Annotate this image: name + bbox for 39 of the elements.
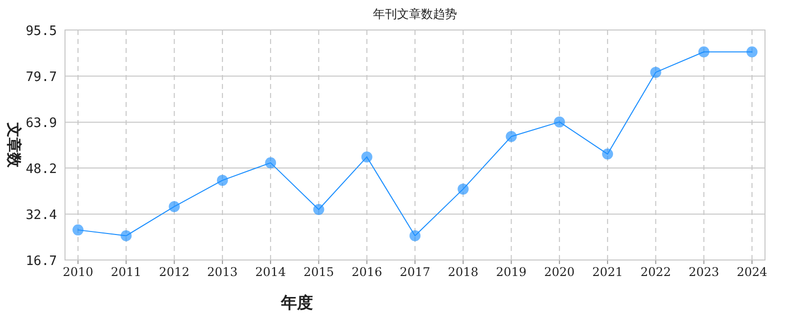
x-tick-label: 2023 [688,265,720,279]
point [650,66,662,78]
point [72,224,84,236]
x-tick-label: 2013 [207,265,238,279]
y-tick-label: 48.2 [26,162,57,178]
x-tick-label: 2010 [62,265,94,279]
point [168,201,180,212]
point [554,116,565,128]
chart-title: 年刊文章数趋势 [373,7,457,21]
point [265,157,276,168]
y-tick-label: 32.4 [26,208,58,224]
x-tick-label: 2019 [496,265,527,279]
point [602,148,614,160]
x-tick-label: 2024 [736,265,768,279]
x-axis-title: 年度 [280,293,313,312]
x-tick-label: 2017 [400,265,430,279]
x-tick-label: 2014 [255,265,286,279]
x-tick-label: 2020 [544,265,575,279]
point [506,131,517,142]
point [746,46,758,58]
point [458,184,469,195]
x-tick-label: 2018 [448,265,478,279]
point [361,151,372,162]
x-tick-label: 2011 [110,265,142,279]
x-tick-label: 2016 [352,265,382,279]
point [120,230,132,242]
x-tick-label: 2021 [592,265,623,279]
point [410,230,420,242]
point [313,204,324,216]
x-tick-label: 2022 [640,265,671,279]
y-tick-label: 16.7 [26,254,57,269]
y-axis-title: 文章数 [5,122,23,168]
point [216,174,228,186]
y-tick-label: 63.9 [26,116,57,132]
x-tick-label: 2015 [303,265,334,279]
x-tick-label: 2012 [159,265,190,279]
point [698,46,710,58]
y-tick-label: 95.5 [26,24,57,39]
y-tick-label: 79.7 [26,70,57,86]
